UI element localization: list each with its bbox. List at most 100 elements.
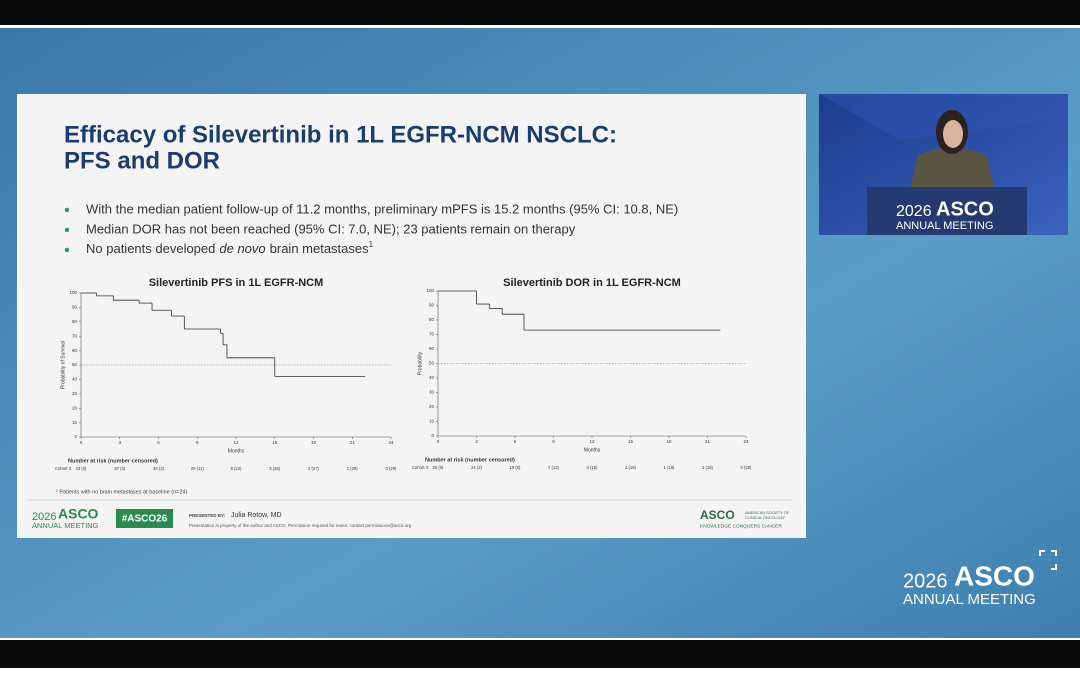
risk-table-label: Cohort 3 <box>55 466 72 471</box>
overlay-logo-sub: ANNUAL MEETING <box>903 591 1036 608</box>
risk-table-title: Number at risk (number censored) <box>68 458 158 464</box>
km-chart: Silevertinib DOR in 1L EGFR-NCM010203040… <box>412 277 752 470</box>
y-tick-label: 100 <box>426 288 434 293</box>
risk-table-title: Number at risk (number censored) <box>425 457 515 463</box>
overlay-logo-name: ASCO <box>954 560 1035 591</box>
y-tick-label: 70 <box>429 332 435 337</box>
y-tick-label: 90 <box>429 303 435 308</box>
risk-table-value: 2 (18) <box>625 465 637 470</box>
x-tick-label: 0 <box>437 439 440 444</box>
x-tick-label: 12 <box>589 439 595 444</box>
risk-table-value: 26 (0) <box>433 465 445 470</box>
y-axis-label: Probability <box>417 351 423 375</box>
risk-table-value: 18 (6) <box>510 465 522 470</box>
risk-table-value: 1 (19) <box>702 465 714 470</box>
slide <box>17 94 806 538</box>
x-tick-label: 21 <box>350 440 356 445</box>
risk-table-value: 0 (20) <box>741 465 753 470</box>
x-tick-label: 24 <box>388 440 394 445</box>
bullet: With the median patient follow-up of 11.… <box>86 201 678 216</box>
x-tick-label: 9 <box>552 439 555 444</box>
risk-table-value: 8 (22) <box>231 466 243 471</box>
risk-table-value: 4 (16) <box>587 465 599 470</box>
x-tick-label: 0 <box>80 440 83 445</box>
podium-year: 2026 <box>896 203 932 220</box>
speaker-body <box>910 147 994 188</box>
org-name: AMERICAN SOCIETY OF <box>745 511 790 515</box>
x-tick-label: 3 <box>475 439 478 444</box>
logo-corner <box>1039 550 1057 570</box>
y-axis-label: Probability of Survival <box>60 341 66 389</box>
top-bar <box>0 0 1080 25</box>
x-tick-label: 18 <box>666 439 672 444</box>
risk-table-label: Cohort 3 <box>412 465 429 470</box>
slide-title: Efficacy of Silevertinib in 1L EGFR-NCM … <box>64 121 617 148</box>
y-tick-label: 0 <box>74 434 77 439</box>
footer-logo-year: 2026 <box>32 511 56 523</box>
y-tick-label: 50 <box>72 362 78 367</box>
x-tick-label: 9 <box>196 440 199 445</box>
risk-table-value: 2 (27) <box>308 466 320 471</box>
x-tick-label: 18 <box>311 440 317 445</box>
superscript: 1 <box>369 240 374 249</box>
podium-sub: ANNUAL MEETING <box>896 220 993 232</box>
y-tick-label: 80 <box>429 317 435 322</box>
x-tick-label: 12 <box>233 440 239 445</box>
x-tick-label: 15 <box>628 439 634 444</box>
footnote: ¹ Patients with no brain metastases at b… <box>56 489 187 495</box>
speaker-face <box>943 120 963 148</box>
risk-table-value: 34 (3) <box>153 466 165 471</box>
y-tick-label: 90 <box>72 305 78 310</box>
risk-table-value: 37 (3) <box>114 466 126 471</box>
hashtag: #ASCO26 <box>122 514 168 525</box>
risk-table-value: 24 (2) <box>471 465 483 470</box>
presented-by: PRESENTED BY: <box>189 513 226 518</box>
bullet-italic: de novo <box>219 241 265 256</box>
y-tick-label: 80 <box>72 319 78 324</box>
hashtag-box <box>116 509 173 528</box>
y-tick-label: 70 <box>72 333 78 338</box>
x-tick-label: 21 <box>705 439 711 444</box>
y-tick-label: 60 <box>429 346 435 351</box>
footer-logo-name: ASCO <box>58 506 99 522</box>
x-axis-label: Months <box>584 447 601 453</box>
bullet: No patients developed de novo brain metast… <box>86 240 374 256</box>
footer-logo-sub: ANNUAL MEETING <box>32 521 99 530</box>
x-tick-label: 6 <box>157 440 160 445</box>
presenter: Julia Rotow, MD <box>231 512 282 519</box>
km-chart: Silevertinib PFS in 1L EGFR-NCM010203040… <box>55 277 397 471</box>
risk-table-value: 7 (13) <box>548 465 560 470</box>
risk-table-value: 1 (19) <box>664 465 676 470</box>
chart-title: Silevertinib DOR in 1L EGFR-NCM <box>503 277 681 289</box>
bottom-bar <box>0 640 1080 668</box>
bullet-text: No patients developed <box>86 241 215 256</box>
podium <box>867 187 1027 235</box>
podium-name: ASCO <box>936 198 994 220</box>
slide-title: PFS and DOR <box>64 147 220 174</box>
y-tick-label: 60 <box>72 348 78 353</box>
org-tagline: KNOWLEDGE CONQUERS CANCER <box>700 523 782 529</box>
y-tick-label: 20 <box>72 405 78 410</box>
risk-table-value: 0 (29) <box>386 466 398 471</box>
y-tick-label: 40 <box>72 377 78 382</box>
org-name: CLINICAL ONCOLOGY <box>745 516 785 520</box>
bullet-text: brain metastases <box>270 241 369 256</box>
y-tick-label: 30 <box>429 390 435 395</box>
x-tick-label: 6 <box>514 439 517 444</box>
y-tick-label: 30 <box>72 391 78 396</box>
risk-table-value: 1 (28) <box>347 466 359 471</box>
y-tick-label: 40 <box>429 375 435 380</box>
disclaimer: Presentation is property of the author a… <box>189 523 412 528</box>
overlay-logo-year: 2026 <box>903 570 948 592</box>
bullet-dot <box>64 227 70 233</box>
bullet-dot <box>64 247 70 253</box>
org-logo: ASCO <box>700 508 735 522</box>
risk-table-value: 3 (26) <box>269 466 281 471</box>
y-tick-label: 10 <box>72 420 78 425</box>
bullet-dot <box>64 207 70 213</box>
bullet: Median DOR has not been reached (95% CI:… <box>86 221 576 236</box>
risk-table-value: 43 (0) <box>76 466 88 471</box>
y-tick-label: 0 <box>431 433 434 438</box>
